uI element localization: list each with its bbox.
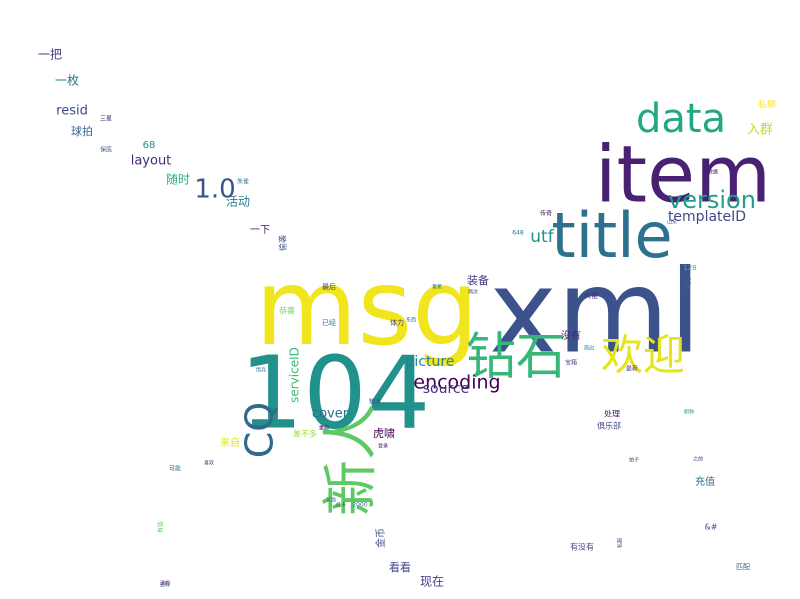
word-cloud-word: 欢迎 bbox=[601, 331, 685, 380]
word-cloud-word: 偷袭 bbox=[278, 235, 288, 251]
word-cloud-word: 随时 bbox=[166, 172, 190, 187]
word-cloud-word: 周边 bbox=[584, 345, 594, 352]
word-cloud-word: 山东 bbox=[667, 219, 677, 226]
word-cloud-word: 充值 bbox=[695, 475, 715, 488]
word-cloud-word: 一下 bbox=[250, 225, 270, 236]
word-cloud-word: 一枚 bbox=[55, 73, 79, 88]
word-cloud-word: 球拍 bbox=[71, 124, 93, 138]
word-cloud-word: 体力 bbox=[390, 318, 404, 327]
word-cloud-word: 人机 bbox=[683, 278, 692, 292]
word-cloud-word: 大佬 bbox=[584, 291, 598, 300]
word-cloud-word: 有些 bbox=[157, 521, 165, 533]
word-cloud-word: 入群 bbox=[747, 123, 773, 138]
word-cloud-word: encoding bbox=[413, 372, 500, 394]
word-cloud-word: 奖励 bbox=[326, 497, 336, 504]
word-cloud-word: resid bbox=[56, 104, 88, 119]
word-cloud-word: 喜欢 bbox=[204, 460, 214, 467]
word-cloud-word: 登录 bbox=[378, 443, 388, 450]
word-cloud-word: 知道 bbox=[369, 398, 381, 406]
word-cloud-word: 三星 bbox=[100, 116, 112, 123]
word-cloud-word: 新人 bbox=[319, 404, 384, 516]
word-cloud-word: item bbox=[595, 130, 771, 220]
word-cloud-word: 金币 bbox=[374, 528, 387, 548]
word-cloud-word: 没有 bbox=[561, 329, 581, 342]
word-cloud-word: templateID bbox=[668, 209, 746, 225]
word-cloud-word: 之前 bbox=[693, 456, 703, 463]
word-cloud-word: 私聊 bbox=[758, 99, 776, 111]
word-cloud-word: cover bbox=[312, 407, 349, 422]
word-cloud-word: 差不多 bbox=[293, 429, 317, 439]
word-cloud-word: 看看 bbox=[389, 560, 411, 574]
word-cloud-word: 104 bbox=[240, 334, 431, 451]
word-cloud-word: 装备 bbox=[467, 273, 489, 287]
word-cloud-word: 68 bbox=[143, 140, 156, 151]
word-cloud-word: 拍子 bbox=[629, 457, 639, 464]
word-cloud-word: title bbox=[551, 199, 672, 272]
word-cloud-word: CQ bbox=[238, 402, 282, 458]
word-cloud-word: 送的 bbox=[160, 580, 170, 587]
word-cloud-word: serviceID bbox=[288, 347, 302, 403]
word-cloud-word: 来自 bbox=[220, 436, 240, 449]
word-cloud-word: xml bbox=[489, 246, 701, 380]
word-cloud-word: 最新 bbox=[626, 365, 638, 373]
word-cloud-word: layout bbox=[131, 154, 172, 169]
word-cloud-word: 处理 bbox=[604, 409, 620, 419]
word-cloud-word: &# bbox=[705, 523, 718, 532]
word-cloud-word: 重启 bbox=[319, 425, 329, 432]
word-cloud-word: 传奇 bbox=[540, 210, 552, 218]
word-cloud-word: version bbox=[668, 186, 756, 214]
word-cloud-word: 匹配 bbox=[736, 563, 750, 571]
word-cloud-word: 朱雀 bbox=[237, 178, 249, 186]
word-cloud-word: 一把 bbox=[38, 48, 62, 62]
word-cloud-word: 保底 bbox=[100, 146, 112, 154]
word-cloud-word: 打卡 bbox=[336, 502, 346, 509]
word-cloud-word: 俱乐部 bbox=[597, 421, 621, 431]
word-cloud-word: data bbox=[636, 96, 726, 142]
word-cloud-word: msg bbox=[255, 247, 479, 369]
word-cloud-word: 2000 bbox=[352, 502, 367, 509]
word-cloud-word: 两次 bbox=[468, 289, 478, 296]
word-cloud-word: 已经 bbox=[322, 318, 336, 327]
word-cloud-word: 128 bbox=[683, 264, 696, 272]
word-cloud-word: 恭喜 bbox=[279, 306, 295, 316]
word-cloud-word: 刷种 bbox=[684, 409, 694, 416]
word-cloud-word: 648 bbox=[512, 230, 524, 237]
word-cloud-word: 虎啸 bbox=[373, 427, 395, 440]
word-cloud-word: 钻石 bbox=[466, 328, 566, 386]
word-cloud-word: source bbox=[423, 381, 470, 397]
word-cloud-word: 1.0 bbox=[194, 175, 235, 205]
word-cloud-word: 宝箱 bbox=[565, 359, 577, 367]
word-cloud-word: 这种 bbox=[160, 582, 170, 589]
word-cloud-word: picture bbox=[406, 354, 455, 370]
word-cloud-word: 香蕉 bbox=[432, 284, 442, 291]
word-cloud-word: 有没有 bbox=[570, 542, 594, 552]
word-cloud-word: 数据 bbox=[708, 169, 718, 176]
word-cloud-word: 活动 bbox=[226, 195, 250, 209]
word-cloud-word: 情兵 bbox=[256, 367, 266, 374]
word-cloud-word: 最后 bbox=[322, 282, 336, 291]
word-cloud-word: 可能 bbox=[169, 465, 181, 473]
word-cloud-word: 东西 bbox=[406, 317, 416, 324]
word-cloud-word: utf bbox=[530, 227, 554, 247]
word-cloud-word: 私服 bbox=[617, 538, 624, 548]
word-cloud-word: 现在 bbox=[420, 575, 444, 589]
